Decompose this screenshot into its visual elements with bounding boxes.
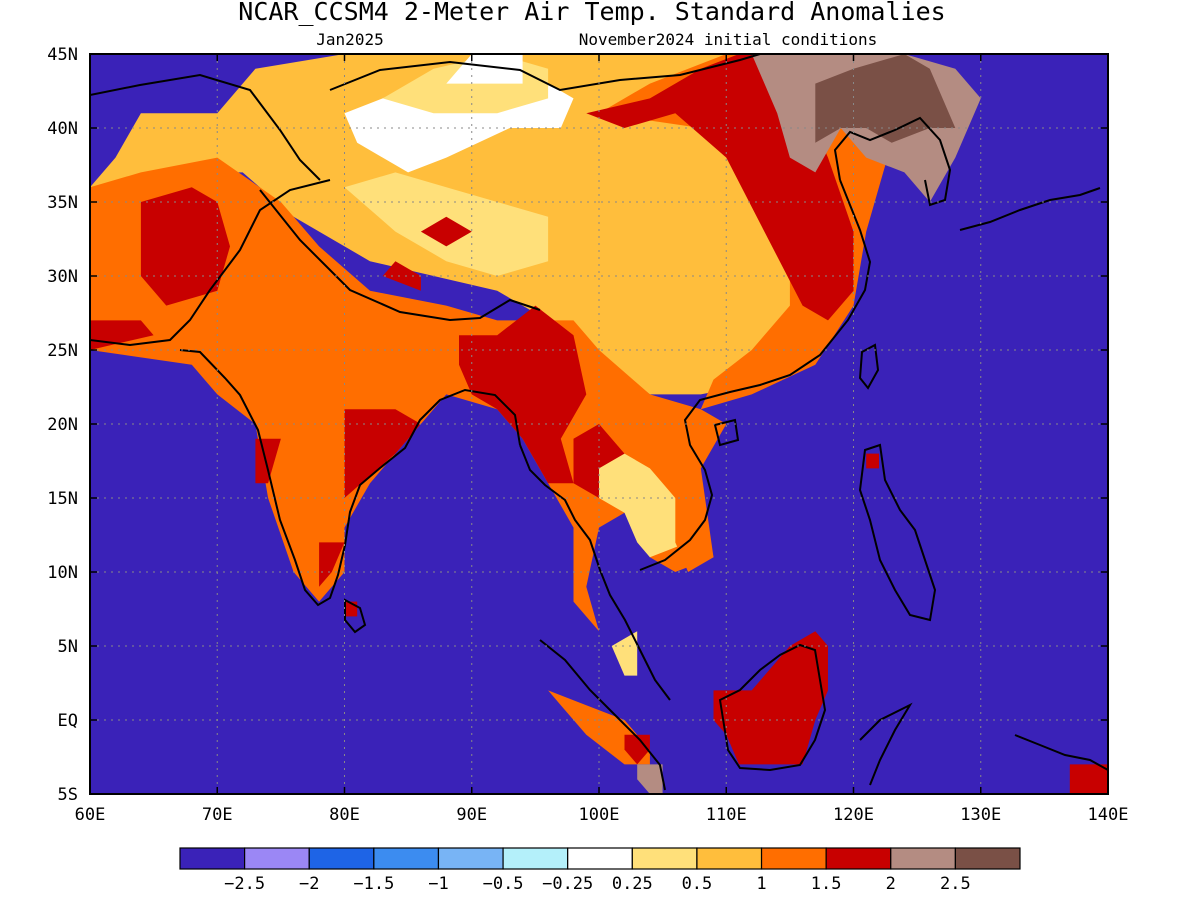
map-subtitle-valid-month: Jan2025 xyxy=(316,30,383,49)
legend-label: 0.5 xyxy=(682,874,713,894)
lon-label: 140E xyxy=(1088,805,1129,825)
legend-label: 2.5 xyxy=(940,874,971,894)
coastline-hainan xyxy=(713,418,740,447)
border-himalaya xyxy=(259,189,541,322)
coastline-indian-subcontinent xyxy=(179,349,521,607)
anomaly-region-malaya-yellow xyxy=(611,631,638,676)
lat-label: 40N xyxy=(47,119,78,139)
lon-label: 120E xyxy=(833,805,874,825)
color-legend: −2.5 −2 −1.5 −1 −0.5 −0.25 0.25 0.5 1 1.5 2 2.5 xyxy=(179,847,1021,894)
lat-label: 20N xyxy=(47,415,78,435)
anomaly-region-tibet-red xyxy=(420,216,472,247)
anomaly-region-south-asia-orange xyxy=(90,157,727,632)
anomaly-region-india-red-west xyxy=(255,438,281,484)
legend-swatch xyxy=(179,847,246,870)
coastline-new-guinea xyxy=(1014,734,1108,771)
legend-swatch xyxy=(373,847,440,870)
legend-swatch xyxy=(760,847,827,870)
legend-label: −2 xyxy=(299,874,319,894)
latitude-axis-labels: 45N 40N 35N 30N 25N 20N 15N 10N 5N EQ 5S xyxy=(47,45,78,805)
lon-label: 130E xyxy=(960,805,1001,825)
map-subtitle-initial-conditions: November2024 initial conditions xyxy=(579,30,878,49)
legend-swatch xyxy=(954,847,1021,870)
anomaly-region-india-red-south xyxy=(319,542,345,587)
lat-label: 30N xyxy=(47,267,78,287)
coastline-borneo xyxy=(718,643,827,772)
coastline-vietnam xyxy=(639,179,872,571)
anomaly-map xyxy=(90,54,1108,794)
legend-swatch xyxy=(502,847,569,870)
anomaly-region-india-red-east xyxy=(344,409,421,498)
legend-label: −0.25 xyxy=(542,874,593,894)
legend-label: −1.5 xyxy=(353,874,394,894)
lon-label: 60E xyxy=(75,805,106,825)
anomaly-region-manchuria-dark xyxy=(815,54,956,143)
lat-label: 25N xyxy=(47,341,78,361)
anomaly-region-mongolia-white xyxy=(446,54,523,84)
anomaly-region-vietnam-yellow xyxy=(599,453,689,558)
anomaly-region-png-red xyxy=(1069,764,1108,794)
coastlines xyxy=(90,54,1108,791)
coastline-japan xyxy=(959,187,1101,231)
legend-swatch xyxy=(825,847,892,870)
lat-label: 45N xyxy=(47,45,78,65)
lon-label: 100E xyxy=(579,805,620,825)
legend-label: −2.5 xyxy=(224,874,265,894)
anomaly-region-sumatra-brown xyxy=(637,764,663,794)
legend-swatch xyxy=(567,847,633,870)
lat-label: 15N xyxy=(47,489,78,509)
coastline-sri-lanka xyxy=(344,598,367,634)
coastline-sulawesi xyxy=(859,702,913,786)
coastline-indochina xyxy=(519,444,671,701)
map-gridlines xyxy=(90,54,1108,794)
legend-swatch xyxy=(308,847,375,870)
lat-label: 5S xyxy=(58,785,78,805)
lon-label: 80E xyxy=(329,805,360,825)
coastline-korea xyxy=(833,116,952,207)
lon-label: 110E xyxy=(706,805,747,825)
anomaly-region-luzon-red xyxy=(866,453,879,469)
legend-label: 0.25 xyxy=(612,874,653,894)
legend-label: −1 xyxy=(428,874,448,894)
lat-label: 5N xyxy=(58,637,78,657)
anomaly-region-pakistan-red xyxy=(140,187,230,306)
legend-label: −0.5 xyxy=(483,874,524,894)
lat-label: EQ xyxy=(58,711,78,731)
border-china-north xyxy=(329,54,761,92)
lat-label: 35N xyxy=(47,193,78,213)
lon-label: 90E xyxy=(456,805,487,825)
coastline-sumatra xyxy=(539,639,666,791)
anomaly-region-borneo-red xyxy=(713,631,828,765)
lat-label: 10N xyxy=(47,563,78,583)
map-title: NCAR_CCSM4 2-Meter Air Temp. Standard An… xyxy=(238,0,945,26)
legend-swatch xyxy=(437,847,504,870)
legend-swatch xyxy=(244,847,310,870)
legend-swatch xyxy=(890,847,956,870)
legend-label: 2 xyxy=(886,874,896,894)
legend-label: 1 xyxy=(756,874,766,894)
anomaly-region-tibet-red2 xyxy=(382,261,421,291)
coastline-philippines xyxy=(858,443,937,622)
legend-label: 1.5 xyxy=(811,874,842,894)
border-central-asia xyxy=(90,73,321,181)
axis-ticks xyxy=(89,53,1109,795)
legend-swatch xyxy=(631,847,698,870)
legend-swatch xyxy=(696,847,763,870)
anomaly-fill-regions xyxy=(90,54,1108,794)
lon-label: 70E xyxy=(202,805,233,825)
anomaly-region-sumatra-red xyxy=(624,734,650,765)
longitude-axis-labels: 60E 70E 80E 90E 100E 110E 120E 130E 140E xyxy=(75,805,1129,825)
coastline-taiwan xyxy=(858,343,880,390)
border-mainland-south-asia xyxy=(90,179,331,347)
